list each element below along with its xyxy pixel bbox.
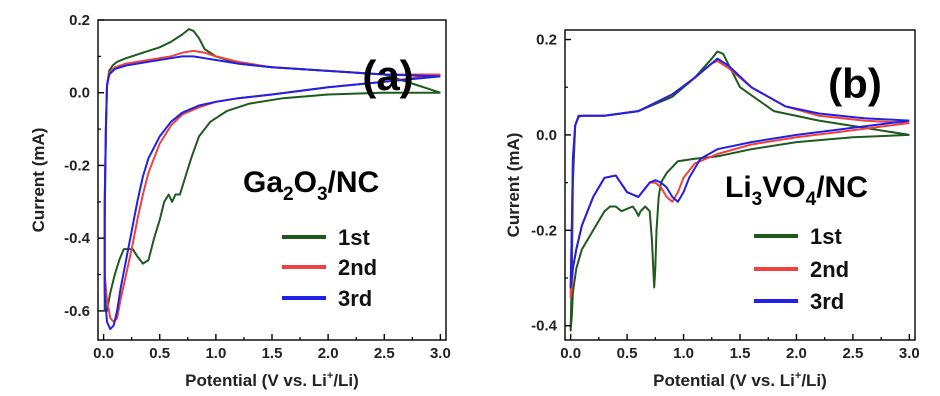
x-axis-title-pre: Potential (V vs. Li: [185, 371, 327, 390]
x-tick-label: 0.0: [93, 345, 114, 362]
x-tick-label: 2.5: [374, 345, 395, 362]
y-tick-label: 0.2: [69, 12, 90, 29]
panel-label: (b): [828, 60, 882, 107]
legend-label: 3rd: [338, 286, 372, 311]
legend-label: 1st: [338, 225, 370, 250]
material-label-subscript: 4: [806, 189, 817, 210]
panel-label: (a): [362, 52, 413, 99]
y-tick-label: -0.2: [64, 157, 90, 174]
y-tick-label: 0.0: [536, 127, 557, 144]
material-label: Ga2O3/NC: [243, 166, 379, 205]
x-tick-label: 0.5: [617, 345, 638, 362]
material-label-part: Li: [725, 171, 752, 204]
material-label-subscript: 3: [317, 184, 328, 205]
material-label-part: /NC: [816, 171, 868, 204]
x-axis-title-pre: Potential (V vs. Li: [653, 371, 795, 390]
material-label-subscript: 2: [283, 184, 294, 205]
x-tick-label: 1.0: [673, 345, 694, 362]
material-label-part: Ga: [243, 166, 283, 199]
x-tick-label: 2.5: [842, 345, 863, 362]
x-axis-title: Potential (V vs. Li+/Li): [653, 370, 827, 390]
x-tick-label: 0.5: [149, 345, 170, 362]
x-tick-label: 3.0: [430, 345, 451, 362]
series-line-2nd: [103, 49, 441, 323]
series-line-3rd: [103, 55, 441, 331]
x-axis-title-post: /Li): [801, 371, 827, 390]
material-label-part: VO: [762, 171, 805, 204]
x-tick-label: 0.0: [560, 345, 581, 362]
y-tick-label: -0.6: [64, 303, 90, 320]
y-axis-title: Current (mA): [504, 133, 523, 238]
legend-label: 2nd: [338, 255, 377, 280]
legend-label: 3rd: [810, 289, 844, 314]
x-tick-label: 1.5: [262, 345, 283, 362]
legend: 1st 2nd 3rd: [754, 224, 849, 314]
chart-panel-b: 0.0 0.5 1.0 1.5 2.0 2.5 3.0 0.2 0.0 -0.2 -0.4 Poten…: [504, 29, 920, 390]
material-label-part: O: [294, 166, 317, 199]
x-axis-title-post: /Li): [333, 371, 359, 390]
series-line-3rd: [569, 57, 910, 289]
material-label: Li3VO4/NC: [725, 171, 868, 210]
x-tick-label: 1.0: [205, 345, 226, 362]
x-axis-title-sup: +: [327, 370, 333, 382]
x-tick-label: 3.0: [899, 345, 920, 362]
x-axis-title: Potential (V vs. Li+/Li): [185, 370, 359, 390]
y-axis-title: Current (mA): [29, 128, 48, 233]
x-tick-label: 2.0: [786, 345, 807, 362]
y-tick-label: 0.2: [536, 32, 557, 49]
legend-label: 1st: [810, 224, 842, 249]
material-label-subscript: 3: [752, 189, 763, 210]
legend: 1st 2nd 3rd: [282, 225, 377, 311]
material-label-part: /NC: [328, 166, 380, 199]
chart-panel-a: 0.0 0.5 1.0 1.5 2.0 2.5 3.0 0.2 0.0 -0.2 -0.4 -0.6 P…: [29, 12, 451, 390]
y-tick-label: 0.0: [69, 85, 90, 102]
y-tick-label: -0.4: [64, 230, 91, 247]
y-tick-label: -0.4: [531, 318, 558, 335]
legend-label: 2nd: [810, 257, 849, 282]
series-line-1st: [103, 28, 441, 312]
x-axis-title-sup: +: [795, 370, 801, 382]
y-tick-label: -0.2: [531, 222, 557, 239]
x-tick-label: 2.0: [318, 345, 339, 362]
x-tick-label: 1.5: [730, 345, 751, 362]
